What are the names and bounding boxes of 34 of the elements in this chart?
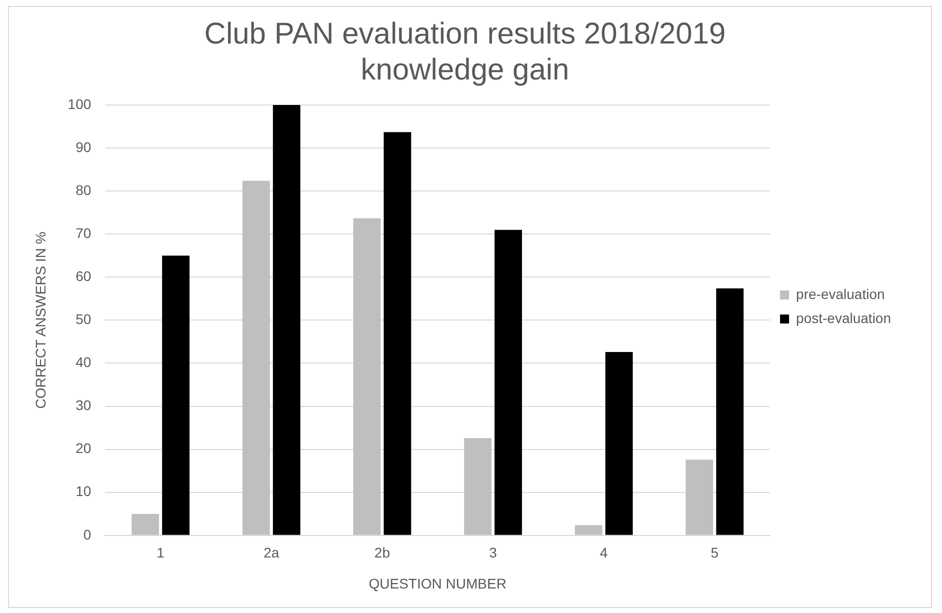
x-tick-label: 5 (710, 544, 719, 561)
y-axis-title: CORRECT ANSWERS IN % (32, 232, 48, 409)
x-tick-label: 3 (489, 544, 498, 561)
bar (384, 132, 412, 535)
bar (716, 288, 744, 535)
x-tick-label: 2b (374, 544, 390, 561)
y-tick-label: 40 (76, 354, 92, 370)
x-tick-label: 4 (600, 544, 608, 561)
bar (574, 525, 602, 535)
bar (162, 256, 190, 535)
y-tick-label: 80 (76, 182, 92, 198)
bar (464, 438, 492, 535)
bar (132, 514, 160, 535)
bar (353, 218, 381, 535)
legend-label: pre-evaluation (796, 286, 885, 302)
legend-label: post-evaluation (796, 310, 891, 326)
y-tick-label: 0 (83, 526, 92, 542)
y-tick-label: 30 (76, 397, 92, 414)
chart-title: Club PAN evaluation results 2018/2019 knowledge gain (204, 17, 726, 86)
bar (605, 352, 633, 535)
y-tick-label: 10 (76, 483, 92, 500)
x-axis-title: QUESTION NUMBER (368, 575, 506, 592)
y-tick-label: 50 (76, 311, 92, 328)
bar (686, 460, 714, 535)
y-tick-label: 60 (76, 268, 92, 284)
bar (494, 230, 522, 535)
y-tick-label: 70 (76, 224, 92, 241)
y-tick-label: 100 (68, 96, 92, 112)
x-tick-label: 2a (264, 544, 280, 561)
y-tick-label: 90 (76, 138, 92, 155)
y-tick-label: 20 (76, 440, 92, 456)
bar (242, 180, 270, 535)
bar (272, 105, 300, 535)
x-tick-label: 1 (156, 544, 165, 561)
